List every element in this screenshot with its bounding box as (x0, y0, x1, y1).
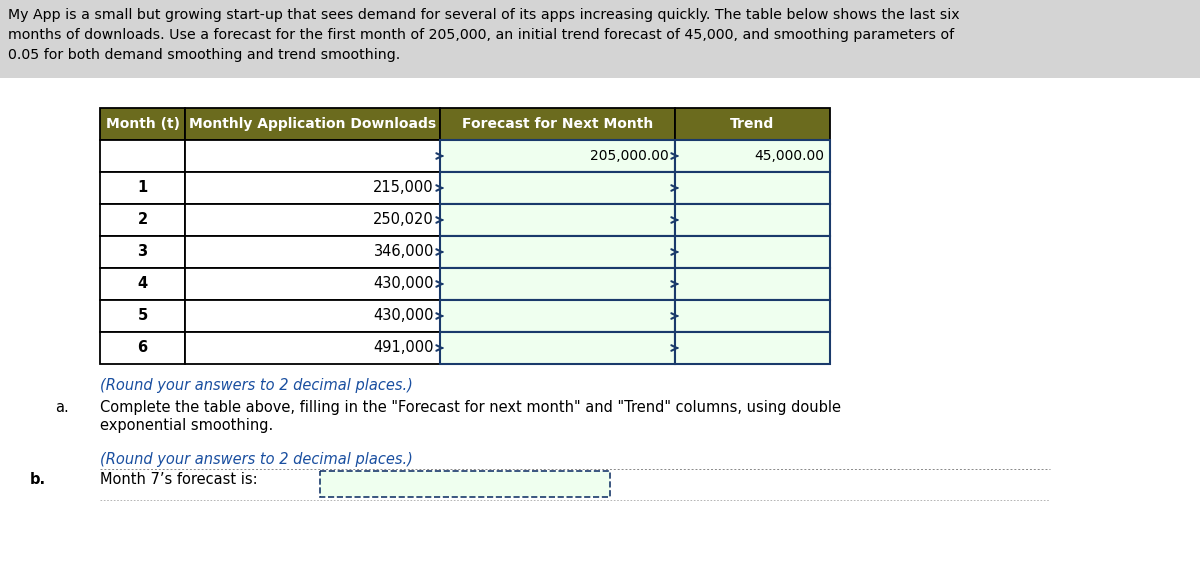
Bar (440, 108, 674, 140)
Bar (320, 471, 610, 497)
Bar (674, 332, 830, 364)
Text: My App is a small but growing start-up that sees demand for several of its apps : My App is a small but growing start-up t… (8, 8, 960, 62)
Bar (674, 268, 830, 300)
Text: 250,020: 250,020 (373, 212, 434, 227)
Bar (185, 108, 440, 140)
Text: Monthly Application Downloads: Monthly Application Downloads (188, 117, 436, 131)
Bar (440, 204, 674, 236)
Bar (440, 300, 674, 332)
Bar (185, 172, 440, 204)
Text: 4: 4 (138, 277, 148, 292)
Text: 491,000: 491,000 (373, 340, 434, 356)
Bar (185, 300, 440, 332)
Bar (674, 204, 830, 236)
Text: 215,000: 215,000 (373, 180, 434, 195)
Bar (185, 268, 440, 300)
Bar (440, 172, 674, 204)
Bar (440, 236, 674, 268)
Bar (185, 236, 440, 268)
Bar (100, 236, 185, 268)
Text: 6: 6 (138, 340, 148, 356)
Text: 45,000.00: 45,000.00 (754, 149, 824, 163)
Text: 430,000: 430,000 (373, 309, 434, 324)
Bar (674, 172, 830, 204)
Text: Trend: Trend (731, 117, 775, 131)
Bar (674, 108, 830, 140)
Text: (Round your answers to 2 decimal places.): (Round your answers to 2 decimal places.… (100, 378, 413, 393)
Bar (185, 204, 440, 236)
Text: 2: 2 (138, 212, 148, 227)
Bar (674, 236, 830, 268)
Text: 346,000: 346,000 (373, 245, 434, 259)
Text: 5: 5 (137, 309, 148, 324)
Bar (440, 268, 674, 300)
Text: Month (t): Month (t) (106, 117, 180, 131)
Bar (100, 300, 185, 332)
Bar (100, 172, 185, 204)
Text: (Round your answers to 2 decimal places.): (Round your answers to 2 decimal places.… (100, 452, 413, 467)
Bar (185, 332, 440, 364)
Text: 3: 3 (138, 245, 148, 259)
Bar (100, 140, 185, 172)
Bar (674, 300, 830, 332)
Text: 1: 1 (137, 180, 148, 195)
Text: Complete the table above, filling in the "Forecast for next month" and "Trend" c: Complete the table above, filling in the… (100, 400, 841, 415)
Bar (0, 0, 1200, 78)
Bar (100, 268, 185, 300)
Text: Forecast for Next Month: Forecast for Next Month (462, 117, 653, 131)
Text: exponential smoothing.: exponential smoothing. (100, 418, 274, 433)
Text: b.: b. (30, 472, 46, 487)
Text: 205,000.00: 205,000.00 (590, 149, 670, 163)
Bar (100, 204, 185, 236)
Bar (185, 140, 440, 172)
Bar (100, 332, 185, 364)
Text: Month 7’s forecast is:: Month 7’s forecast is: (100, 472, 258, 487)
Text: a.: a. (55, 400, 68, 415)
Bar (100, 108, 185, 140)
Bar (674, 140, 830, 172)
Bar (440, 332, 674, 364)
Bar (440, 140, 674, 172)
Text: 430,000: 430,000 (373, 277, 434, 292)
